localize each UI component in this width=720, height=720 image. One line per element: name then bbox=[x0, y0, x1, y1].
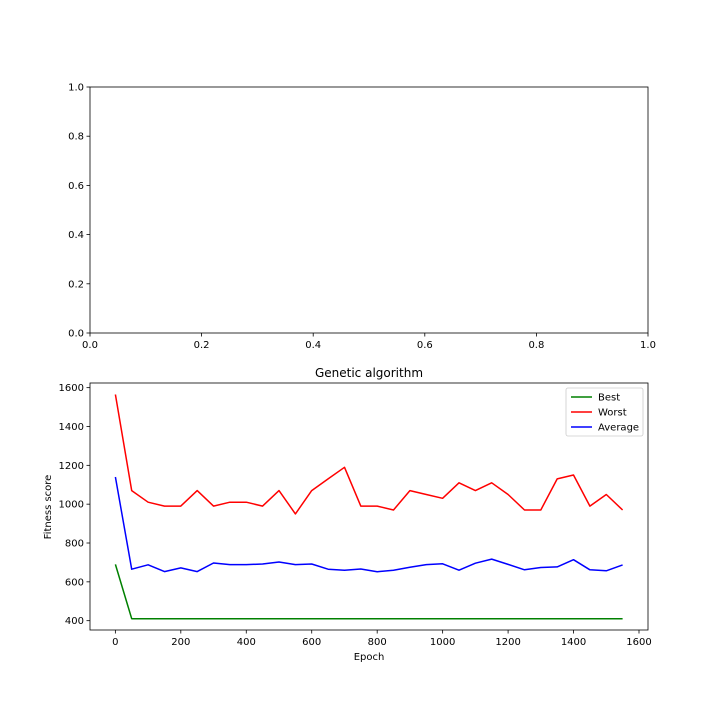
x-axis-label: Epoch bbox=[354, 652, 385, 663]
top-y-tick-label: 0.2 bbox=[68, 279, 84, 290]
chart-title: Genetic algorithm bbox=[315, 366, 423, 380]
bottom-x-tick-label: 0 bbox=[112, 637, 118, 648]
bottom-x-tick-label: 600 bbox=[302, 637, 321, 648]
y-axis-label: Fitness score bbox=[43, 475, 54, 540]
legend: Best Worst Average bbox=[565, 387, 644, 437]
bottom-axes: Genetic algorithm Epoch Fitness score 0 2… bbox=[43, 366, 652, 663]
bottom-y-tick-label: 1000 bbox=[59, 500, 84, 511]
series-line-best bbox=[114, 564, 623, 620]
top-y-tick-label: 0.6 bbox=[68, 181, 84, 192]
top-y-tick-label: 0.4 bbox=[68, 230, 84, 241]
bottom-x-tick-label: 1400 bbox=[561, 637, 586, 648]
top-x-tick-label: 0.4 bbox=[305, 340, 321, 351]
bottom-y-tick-label: 400 bbox=[65, 616, 84, 627]
bottom-x-tick-label: 1600 bbox=[626, 637, 651, 648]
top-y-tick-label: 1.0 bbox=[68, 83, 84, 94]
top-y-tick-label: 0.0 bbox=[68, 329, 84, 340]
series-line-worst bbox=[114, 394, 624, 515]
legend-label-best: Best bbox=[598, 393, 620, 404]
top-x-tick-label: 0.8 bbox=[528, 340, 544, 351]
bottom-frame bbox=[89, 382, 649, 631]
bottom-y-tick-label: 1200 bbox=[59, 461, 84, 472]
legend-label-worst: Worst bbox=[598, 408, 627, 419]
bottom-y-tick-label: 600 bbox=[65, 577, 84, 588]
top-x-tick-label: 0.0 bbox=[82, 340, 98, 351]
series-line-average bbox=[114, 476, 623, 573]
top-x-tick-label: 0.6 bbox=[417, 340, 433, 351]
bottom-x-tick-label: 800 bbox=[368, 637, 387, 648]
top-x-tick-label: 1.0 bbox=[640, 340, 656, 351]
bottom-y-tick-label: 1600 bbox=[59, 383, 84, 394]
top-axes: 0.0 0.2 0.4 0.6 0.8 1.0 0.0 0.2 0.4 0.6 0.8 1.0 bbox=[68, 83, 656, 352]
bottom-x-tick-label: 1000 bbox=[430, 637, 455, 648]
top-y-tick-label: 0.8 bbox=[68, 132, 84, 143]
bottom-y-tick-label: 1400 bbox=[59, 422, 84, 433]
bottom-x-tick-label: 1200 bbox=[495, 637, 520, 648]
top-frame bbox=[89, 86, 649, 334]
top-x-tick-label: 0.2 bbox=[194, 340, 210, 351]
bottom-x-tick-label: 400 bbox=[237, 637, 256, 648]
legend-box bbox=[565, 387, 644, 437]
bottom-x-tick-label: 200 bbox=[171, 637, 190, 648]
bottom-y-tick-label: 800 bbox=[65, 539, 84, 550]
legend-label-average: Average bbox=[598, 423, 639, 434]
